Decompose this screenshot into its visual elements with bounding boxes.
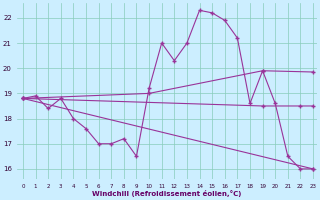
X-axis label: Windchill (Refroidissement éolien,°C): Windchill (Refroidissement éolien,°C) xyxy=(92,190,241,197)
